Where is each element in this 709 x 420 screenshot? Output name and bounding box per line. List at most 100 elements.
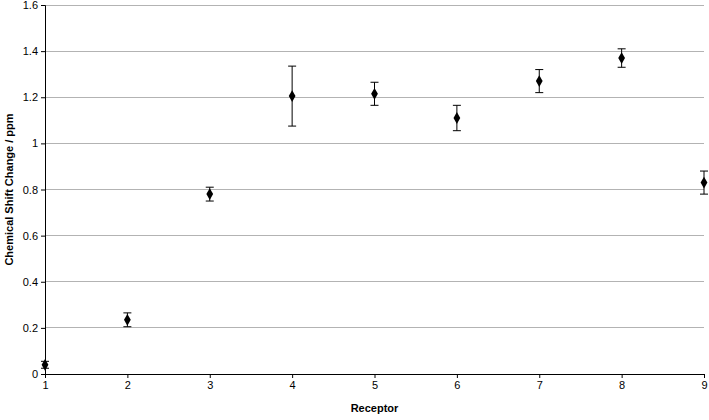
error-bar xyxy=(371,82,379,105)
x-tick-mark xyxy=(292,374,293,378)
y-tick: 0.8 xyxy=(23,184,45,196)
error-bars xyxy=(41,49,708,368)
x-tick-label: 1 xyxy=(42,379,48,391)
y-tick-label: 1.2 xyxy=(23,91,38,103)
error-bar xyxy=(288,66,296,126)
error-bar-cap xyxy=(453,105,461,106)
grid-line xyxy=(45,51,704,52)
y-axis: 0 0.2 0.4 0.6 0.8 1 1.2 1.4 1.6 xyxy=(23,0,46,380)
point xyxy=(206,188,213,200)
x-tick: 8 xyxy=(619,374,625,391)
x-axis-title: Receptor xyxy=(351,402,399,414)
x-tick-mark xyxy=(539,374,540,378)
plot-area: 0 0.2 0.4 0.6 0.8 1 1.2 1.4 1.6 1 2 3 4 5 6 7 8 9 xyxy=(23,0,708,391)
error-bar-cap xyxy=(618,67,626,68)
x-tick: 6 xyxy=(454,374,460,391)
error-bar-cap xyxy=(453,130,461,131)
x-tick-mark xyxy=(704,374,705,378)
y-tick: 0.4 xyxy=(23,276,45,288)
grid-line xyxy=(45,235,704,236)
error-bar xyxy=(618,49,626,67)
x-tick-mark xyxy=(375,374,376,378)
y-tick-label: 1 xyxy=(32,137,38,149)
x-tick: 5 xyxy=(372,374,378,391)
y-tick: 1.4 xyxy=(23,45,45,57)
error-bar-cap xyxy=(288,66,296,67)
error-bar-cap xyxy=(535,69,543,70)
y-tick-mark xyxy=(41,374,45,375)
error-bar xyxy=(206,187,214,201)
point xyxy=(453,112,460,124)
x-tick-label: 8 xyxy=(619,379,625,391)
x-tick-label: 2 xyxy=(125,379,131,391)
error-bar-cap xyxy=(206,201,214,202)
grid-line xyxy=(45,281,704,282)
error-bar xyxy=(700,171,708,194)
y-tick-mark xyxy=(41,236,45,237)
x-tick-mark xyxy=(45,374,46,378)
x-tick-mark xyxy=(127,374,128,378)
error-bar-cap xyxy=(700,171,708,172)
x-tick: 4 xyxy=(290,374,296,391)
point xyxy=(701,177,708,189)
y-tick-label: 0 xyxy=(32,368,38,380)
x-tick: 1 xyxy=(42,374,48,391)
point xyxy=(371,88,378,100)
point xyxy=(42,359,49,371)
grid-line xyxy=(45,327,704,328)
grid-line xyxy=(45,189,704,190)
y-tick-mark xyxy=(41,97,45,98)
x-tick-label: 3 xyxy=(207,379,213,391)
x-tick-label: 7 xyxy=(537,379,543,391)
points xyxy=(42,52,708,371)
x-tick: 3 xyxy=(207,374,213,391)
x-tick: 7 xyxy=(537,374,543,391)
point xyxy=(124,314,131,326)
error-bar-cap xyxy=(123,312,131,313)
x-axis-line xyxy=(46,375,705,379)
series xyxy=(41,49,708,371)
grid xyxy=(45,5,704,374)
y-tick-label: 1.6 xyxy=(23,0,38,11)
grid-line xyxy=(45,143,704,144)
point xyxy=(289,90,296,102)
error-bar-cap xyxy=(535,92,543,93)
x-tick-label: 4 xyxy=(290,379,296,391)
y-axis-line xyxy=(41,6,46,375)
x-tick: 9 xyxy=(701,374,707,391)
y-tick: 0.6 xyxy=(23,230,45,242)
error-bar-cap xyxy=(288,126,296,127)
y-tick-mark xyxy=(41,282,45,283)
y-tick: 0.2 xyxy=(23,322,45,334)
error-bar-cap xyxy=(618,48,626,49)
y-tick: 1.6 xyxy=(23,0,45,11)
x-axis: 1 2 3 4 5 6 7 8 9 xyxy=(42,374,707,391)
error-bar-cap xyxy=(206,187,214,188)
y-tick-label: 0.6 xyxy=(23,230,38,242)
y-tick: 1 xyxy=(32,137,45,149)
y-tick-label: 0.8 xyxy=(23,184,38,196)
x-tick-label: 6 xyxy=(454,379,460,391)
x-tick-mark xyxy=(622,374,623,378)
y-tick: 1.2 xyxy=(23,91,45,103)
y-tick-mark xyxy=(41,5,45,6)
x-tick: 2 xyxy=(125,374,131,391)
y-tick-mark xyxy=(41,143,45,144)
y-tick-mark xyxy=(41,51,45,52)
error-bar xyxy=(453,105,461,130)
point xyxy=(618,52,625,64)
grid-line xyxy=(45,5,704,6)
x-tick-mark xyxy=(457,374,458,378)
y-axis-title: Chemical Shift Change / ppm xyxy=(3,113,15,265)
y-tick-mark xyxy=(41,328,45,329)
error-bar xyxy=(123,313,131,327)
error-bar-cap xyxy=(371,105,379,106)
y-tick-mark xyxy=(41,190,45,191)
y-tick-label: 0.4 xyxy=(23,276,38,288)
x-tick-label: 9 xyxy=(701,379,707,391)
x-tick-mark xyxy=(210,374,211,378)
y-tick-label: 0.2 xyxy=(23,322,38,334)
error-bar-cap xyxy=(371,82,379,83)
error-bar-cap xyxy=(700,194,708,195)
point xyxy=(536,75,543,87)
